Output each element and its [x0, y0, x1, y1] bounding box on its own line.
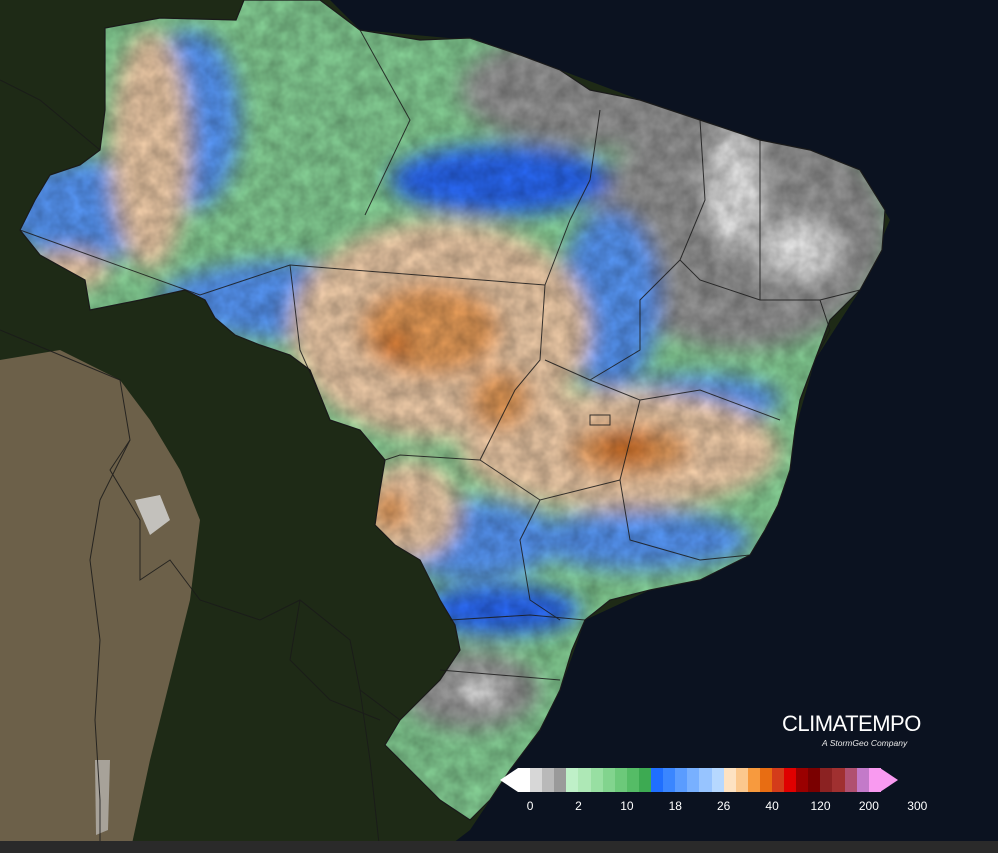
legend-tick-label: 26 [717, 799, 731, 813]
legend-swatch [771, 768, 785, 792]
legend-color-bar [518, 768, 881, 792]
legend-arrow-right [880, 768, 898, 792]
legend-swatch [638, 768, 652, 792]
legend-swatch [675, 768, 688, 792]
legend-swatch [663, 768, 676, 792]
legend-tick-label: 10 [620, 799, 634, 813]
state-borders [19, 29, 861, 681]
legend-tick-label: 120 [810, 799, 831, 813]
legend-swatch [784, 768, 797, 792]
legend-swatch [578, 768, 591, 792]
precipitation-legend: 0 2 10 18 26 40 120 200 300 [500, 766, 960, 816]
legend-swatch [518, 768, 531, 792]
legend-swatch [614, 768, 627, 792]
legend-tick-label: 18 [668, 799, 682, 813]
legend-swatch [832, 768, 845, 792]
brand-title: CLIMATEMPO [782, 711, 921, 736]
brand-logo: CLIMATEMPO A StormGeo Company [782, 711, 921, 749]
legend-swatch [651, 768, 664, 792]
legend-swatch [820, 768, 833, 792]
legend-swatch [554, 768, 567, 792]
legend-swatch [699, 768, 712, 792]
legend-arrow-left [500, 768, 518, 792]
legend-swatch [723, 768, 736, 792]
legend-swatch [735, 768, 748, 792]
legend-swatch [747, 768, 760, 792]
legend-swatch [566, 768, 579, 792]
legend-tick-label: 0 [526, 799, 534, 813]
andes-snow [135, 495, 170, 535]
legend-tick-label: 40 [765, 799, 779, 813]
legend-tick-label: 2 [575, 799, 582, 813]
legend-tick-label: 300 [907, 799, 928, 813]
legend-swatch [626, 768, 639, 792]
legend-swatch [602, 768, 615, 792]
legend-swatch [542, 768, 555, 792]
legend-swatch [808, 768, 821, 792]
legend-tick-label: 200 [858, 799, 879, 813]
andes-snow [95, 760, 110, 835]
legend-swatch [590, 768, 603, 792]
legend-swatch [856, 768, 869, 792]
footer-bar [0, 841, 998, 853]
legend-swatch [796, 768, 809, 792]
legend-swatch [868, 768, 881, 792]
legend-swatch [530, 768, 543, 792]
country-borders [0, 79, 401, 853]
legend-swatch [844, 768, 857, 792]
legend-swatch [687, 768, 700, 792]
legend-swatch [711, 768, 724, 792]
legend-swatch [759, 768, 772, 792]
brand-subtitle: A StormGeo Company [822, 738, 908, 748]
andes-region [0, 350, 200, 853]
